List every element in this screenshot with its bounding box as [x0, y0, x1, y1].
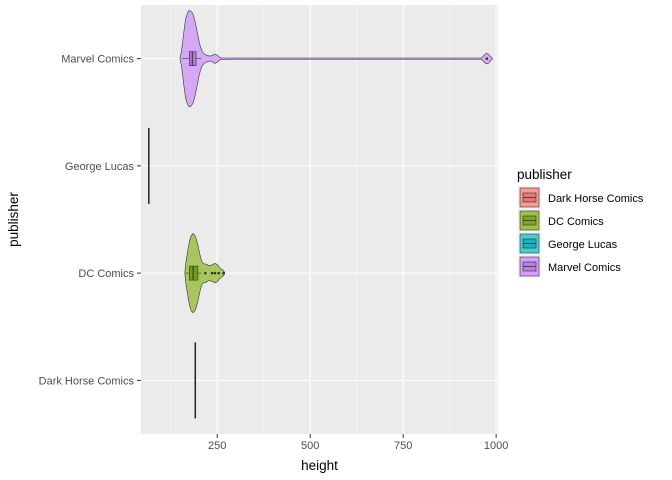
legend: publisher Dark Horse Comics DC Comics Geor… [517, 167, 644, 278]
x-tick-label: 750 [394, 440, 412, 452]
outlier-point [210, 271, 214, 275]
x-tick-label: 1000 [484, 440, 508, 452]
outlier-point [485, 57, 489, 60]
legend-label: George Lucas [548, 239, 618, 251]
x-tick-label: 250 [208, 440, 226, 452]
outlier-point [213, 271, 217, 275]
box [189, 265, 199, 281]
y-axis-ticks: Dark Horse Comics DC Comics George Lucas Ma… [39, 54, 141, 387]
y-tick-label: DC Comics [78, 268, 134, 280]
outlier-point [217, 271, 221, 275]
legend-label: DC Comics [548, 216, 604, 228]
x-axis-ticks: 250 500 750 1000 [208, 434, 508, 452]
grid-lines [141, 5, 498, 434]
y-tick-label: George Lucas [65, 161, 135, 173]
outlier-point [222, 271, 225, 275]
y-tick-label: Marvel Comics [61, 54, 134, 66]
violin [179, 10, 493, 108]
x-axis-title: height [301, 458, 338, 473]
legend-label: Marvel Comics [548, 262, 621, 274]
y-axis-title: publisher [6, 192, 21, 247]
outlier-point [204, 271, 207, 275]
boxplots [148, 51, 489, 419]
x-tick-label: 500 [301, 440, 319, 452]
legend-label: Dark Horse Comics [548, 193, 644, 205]
legend-title: publisher [517, 167, 572, 182]
plot-panel [141, 5, 498, 434]
y-tick-label: Dark Horse Comics [39, 375, 135, 387]
